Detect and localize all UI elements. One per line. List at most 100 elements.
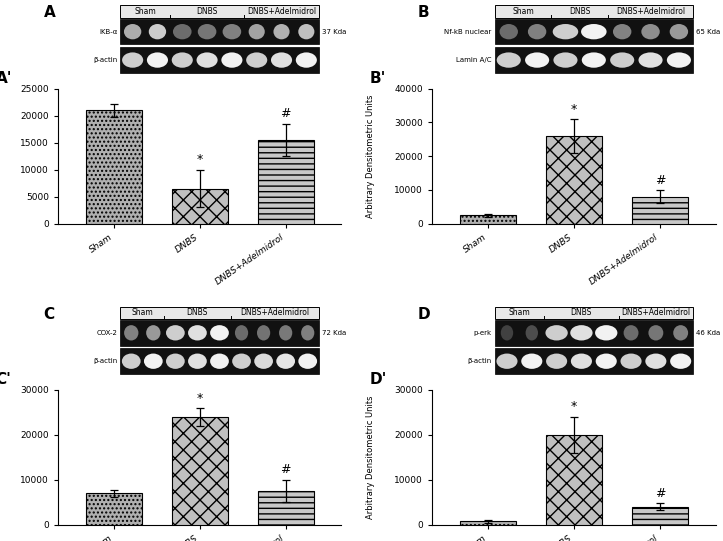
Ellipse shape (610, 52, 634, 68)
Ellipse shape (147, 52, 168, 68)
Bar (120, 47, 319, 73)
Ellipse shape (581, 24, 607, 39)
Ellipse shape (124, 325, 138, 340)
Ellipse shape (299, 354, 317, 369)
Bar (120, 348, 319, 374)
Text: 46 Kda: 46 Kda (696, 330, 720, 336)
Bar (632, 196, 688, 223)
Text: DNBS: DNBS (187, 308, 208, 317)
Ellipse shape (553, 52, 578, 68)
Bar (632, 507, 688, 525)
Bar (86, 493, 142, 525)
Ellipse shape (173, 24, 192, 39)
Bar (120, 19, 319, 44)
Text: p-erk: p-erk (474, 330, 492, 336)
Text: Sham: Sham (132, 308, 153, 317)
Text: #: # (281, 108, 291, 121)
Ellipse shape (197, 52, 218, 68)
Text: DNBS+Adelmidrol: DNBS+Adelmidrol (616, 6, 685, 16)
Ellipse shape (223, 24, 241, 39)
Bar (257, 140, 314, 223)
Y-axis label: Arbitrary Densitometric Units: Arbitrary Densitometric Units (367, 395, 375, 519)
Bar (495, 5, 693, 18)
Text: A: A (43, 5, 56, 21)
Ellipse shape (582, 52, 606, 68)
Ellipse shape (552, 24, 578, 39)
Bar (460, 521, 516, 525)
Bar (120, 5, 319, 18)
Y-axis label: Arbitrary Densitometric Units: Arbitrary Densitometric Units (0, 95, 1, 218)
Text: Sham: Sham (512, 6, 534, 16)
Ellipse shape (525, 52, 549, 68)
Ellipse shape (546, 354, 567, 369)
Ellipse shape (246, 52, 268, 68)
Ellipse shape (624, 325, 638, 340)
Ellipse shape (235, 325, 248, 340)
Text: Sham: Sham (508, 308, 530, 317)
Ellipse shape (124, 24, 141, 39)
Text: DNBS: DNBS (570, 308, 592, 317)
Ellipse shape (188, 354, 207, 369)
Bar (546, 435, 602, 525)
Ellipse shape (273, 24, 290, 39)
Ellipse shape (669, 24, 688, 39)
Ellipse shape (276, 354, 295, 369)
Ellipse shape (172, 52, 193, 68)
Ellipse shape (279, 325, 292, 340)
Ellipse shape (257, 325, 270, 340)
Ellipse shape (249, 24, 265, 39)
Bar (495, 348, 693, 374)
Text: D': D' (369, 372, 387, 387)
Bar (495, 307, 693, 319)
Ellipse shape (570, 325, 593, 340)
Text: #: # (654, 174, 665, 187)
Ellipse shape (149, 24, 166, 39)
Ellipse shape (526, 325, 538, 340)
Bar (171, 417, 228, 525)
Text: *: * (571, 103, 577, 116)
Ellipse shape (500, 24, 518, 39)
Ellipse shape (673, 325, 688, 340)
Bar (86, 110, 142, 223)
Ellipse shape (641, 24, 660, 39)
Ellipse shape (122, 52, 143, 68)
Text: B': B' (369, 71, 386, 86)
Text: D: D (418, 307, 431, 321)
Text: 65 Kda: 65 Kda (696, 29, 720, 35)
Ellipse shape (232, 354, 251, 369)
Bar (460, 215, 516, 223)
Ellipse shape (122, 354, 141, 369)
Ellipse shape (613, 24, 631, 39)
Text: C': C' (0, 372, 12, 387)
Ellipse shape (271, 52, 292, 68)
Ellipse shape (620, 354, 641, 369)
Text: DNBS: DNBS (569, 6, 591, 16)
Bar (120, 307, 319, 319)
Text: DNBS+Adelmidrol: DNBS+Adelmidrol (621, 308, 690, 317)
Text: 37 Kda: 37 Kda (322, 29, 346, 35)
Text: C: C (43, 307, 55, 321)
Ellipse shape (166, 325, 185, 340)
Y-axis label: Arbitrary Densitometric Units: Arbitrary Densitometric Units (0, 395, 1, 519)
Ellipse shape (254, 354, 273, 369)
Ellipse shape (497, 354, 518, 369)
Text: β-actin: β-actin (93, 358, 117, 364)
Ellipse shape (301, 325, 315, 340)
Bar (120, 320, 319, 346)
Text: *: * (197, 153, 202, 166)
Ellipse shape (528, 24, 547, 39)
Ellipse shape (188, 325, 207, 340)
Ellipse shape (521, 354, 542, 369)
Text: β-actin: β-actin (468, 358, 492, 364)
Ellipse shape (166, 354, 185, 369)
Text: *: * (571, 400, 577, 413)
Bar (546, 136, 602, 223)
Ellipse shape (497, 52, 521, 68)
Ellipse shape (646, 354, 667, 369)
Ellipse shape (545, 325, 568, 340)
Ellipse shape (144, 354, 163, 369)
Text: IKB-α: IKB-α (99, 29, 117, 35)
Bar (257, 491, 314, 525)
Ellipse shape (595, 325, 617, 340)
Text: *: * (197, 392, 202, 405)
